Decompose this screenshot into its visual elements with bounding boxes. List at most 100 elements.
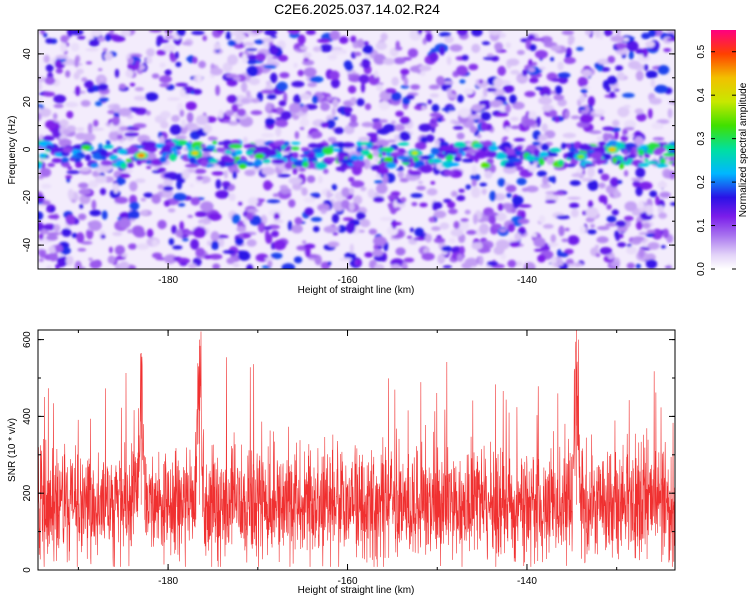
heatmap-cell xyxy=(119,173,131,179)
heatmap-cell xyxy=(348,176,355,183)
heatmap-cell xyxy=(244,169,256,176)
heatmap-cell xyxy=(42,91,56,97)
heatmap-cell xyxy=(53,103,64,109)
heatmap-cell xyxy=(524,118,537,127)
heatmap-cell xyxy=(358,229,365,233)
heatmap-cell xyxy=(534,248,544,252)
heatmap-cell xyxy=(90,30,103,37)
heatmap-cell xyxy=(430,147,441,155)
heatmap-cell xyxy=(649,190,658,198)
heatmap-cell xyxy=(278,100,287,107)
heatmap-cell xyxy=(365,143,373,149)
heatmap-cell xyxy=(652,137,665,141)
heatmap-cell xyxy=(149,30,163,33)
heatmap-cell xyxy=(179,88,186,98)
heatmap-cell xyxy=(179,109,185,117)
heatmap-cell xyxy=(146,48,155,57)
heatmap-cell xyxy=(425,32,433,42)
heatmap-cell xyxy=(250,110,263,116)
heatmap-cell xyxy=(43,54,50,64)
heatmap-cell xyxy=(66,110,74,119)
heatmap-cell xyxy=(312,147,326,154)
heatmap-cell xyxy=(359,212,366,220)
heatmap-cell xyxy=(552,191,565,196)
heatmap-cell xyxy=(185,142,192,148)
heatmap-cell xyxy=(238,233,244,239)
heatmap-cell xyxy=(48,251,59,262)
heatmap-cell xyxy=(541,123,548,133)
heatmap-cell xyxy=(448,208,458,215)
heatmap-cell xyxy=(184,163,199,168)
heatmap-cell xyxy=(534,50,548,59)
heatmap-cell xyxy=(50,147,64,153)
heatmap-cell xyxy=(643,64,649,71)
heatmap-cell xyxy=(38,162,43,170)
heatmap-cell xyxy=(399,178,409,183)
heatmap-cell xyxy=(116,134,124,140)
heatmap-cell xyxy=(486,150,498,158)
heatmap-cell xyxy=(82,133,96,142)
heatmap-cell xyxy=(222,250,236,254)
heatmap-cell xyxy=(238,201,243,206)
heatmap-cell xyxy=(75,85,81,97)
heatmap-cell xyxy=(497,203,504,212)
heatmap-cell xyxy=(352,160,364,167)
heatmap-cell xyxy=(320,122,329,128)
heatmap-cell xyxy=(323,225,338,233)
heatmap-cell xyxy=(424,233,432,243)
heatmap-cell xyxy=(262,37,275,43)
heatmap-cell xyxy=(473,143,483,149)
heatmap-cell xyxy=(550,234,557,243)
heatmap-cell xyxy=(565,163,576,168)
snr-x-axis-label: Height of straight line (km) xyxy=(298,585,415,596)
heatmap-cell xyxy=(453,221,460,229)
heatmap-cell xyxy=(443,81,454,85)
heatmap-cell xyxy=(47,214,60,219)
heatmap-cell xyxy=(360,186,367,192)
heatmap-cell xyxy=(175,135,187,141)
heatmap-cell xyxy=(89,209,102,217)
heatmap-cell xyxy=(632,180,641,188)
heatmap-cell xyxy=(441,245,452,252)
heatmap-cell xyxy=(361,149,370,156)
heatmap-cell xyxy=(71,232,78,239)
heatmap-cell xyxy=(75,161,83,169)
heatmap-cell xyxy=(38,204,46,209)
heatmap-cell xyxy=(503,182,511,186)
heatmap-cell xyxy=(164,69,172,76)
heatmap-cell xyxy=(510,116,519,122)
heatmap-cell xyxy=(222,62,233,73)
heatmap-cell xyxy=(74,56,79,68)
heatmap-cell xyxy=(465,148,478,155)
heatmap-cell xyxy=(660,245,666,249)
heatmap-cell xyxy=(387,194,397,200)
heatmap-cell xyxy=(93,119,99,128)
heatmap-cell xyxy=(159,83,170,88)
heatmap-cell xyxy=(118,107,132,117)
heatmap-cell xyxy=(91,127,105,131)
snr-frame xyxy=(37,329,676,571)
heatmap-cell xyxy=(42,135,55,142)
heatmap-cell xyxy=(203,124,212,134)
heatmap-cell xyxy=(480,95,486,100)
heatmap-cell xyxy=(642,222,651,229)
tick-label: -180 xyxy=(158,576,178,587)
heatmap-cell xyxy=(608,140,618,145)
heatmap-cell xyxy=(105,140,111,146)
heatmap-cell xyxy=(344,112,352,117)
heatmap-cell xyxy=(637,148,645,156)
heatmap-cell xyxy=(579,114,593,124)
heatmap-cell xyxy=(317,175,323,184)
heatmap-cell xyxy=(640,156,646,162)
heatmap-cell xyxy=(531,62,538,66)
heatmap-cell xyxy=(503,136,509,140)
heatmap-cell xyxy=(76,232,85,244)
heatmap-cell xyxy=(177,203,186,207)
heatmap-cell xyxy=(161,144,172,153)
heatmap-cell xyxy=(397,155,410,160)
heatmap-cell xyxy=(421,105,426,111)
heatmap-cell xyxy=(471,187,481,198)
heatmap-cell xyxy=(571,208,579,218)
heatmap-cell xyxy=(431,226,441,231)
heatmap-cell xyxy=(146,56,153,64)
